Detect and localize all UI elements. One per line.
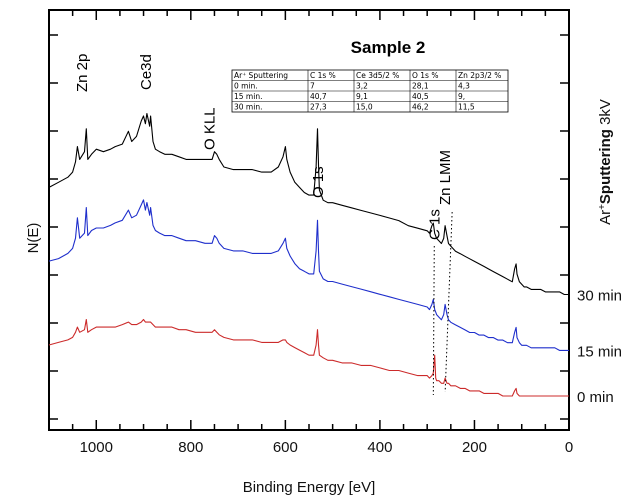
- series-labels: 30 min 15 min 0 min: [577, 288, 622, 407]
- series-layer: [48, 112, 569, 397]
- table-header-cell: Ce 3d5/2 %: [356, 71, 399, 80]
- axis-ticks: [48, 10, 570, 430]
- x-tick-label: 0: [565, 439, 573, 456]
- sputtering-label: Ar+Sputtering 3kV: [597, 99, 614, 225]
- x-tick-label: 1000: [80, 439, 113, 456]
- series-label: 30 min: [577, 288, 622, 305]
- table-header-cell: Ar⁺ Sputtering: [234, 71, 288, 80]
- series-label: 0 min: [577, 389, 614, 406]
- table-cell: 15,0: [356, 103, 373, 112]
- sputtering-label-sup: +: [597, 204, 608, 210]
- table-cell: 0 min.: [234, 82, 258, 91]
- table-cell: 9,: [458, 92, 465, 101]
- y-axis-label: N(E): [25, 223, 42, 254]
- table-cell: 40,7: [310, 92, 327, 101]
- table-cell: 46,2: [412, 103, 429, 112]
- table-header-cell: C 1s %: [310, 71, 336, 80]
- table-cell: 30 min.: [234, 103, 262, 112]
- x-axis-label: Binding Energy [eV]: [243, 479, 376, 496]
- x-tick-label: 200: [462, 439, 487, 456]
- series-line-15-min: [48, 199, 569, 351]
- znlmm-guide: [444, 211, 453, 393]
- c1s-guide: [432, 245, 435, 396]
- table-cell: 9,1: [356, 92, 368, 101]
- x-tick-labels: 1000 800 600 400 200 0: [80, 439, 574, 456]
- peak-labels: Zn 2p Ce3d O KLL O 1s C 1s Zn LMM: [74, 54, 454, 396]
- table-cell: 28,1: [412, 82, 429, 91]
- chart-title: Sample 2: [351, 38, 426, 57]
- peak-label: C 1s: [426, 209, 443, 240]
- series-label: 15 min: [577, 343, 622, 360]
- sputtering-label-bold: Sputtering: [597, 129, 614, 204]
- series-line-30-min: [48, 112, 569, 296]
- table-cell: 40,5: [412, 92, 429, 101]
- table-cell: 15 min.: [234, 92, 262, 101]
- table-cell: 11,5: [458, 103, 475, 112]
- peak-label: O 1s: [310, 166, 327, 198]
- peak-label: Ce3d: [138, 54, 155, 90]
- composition-table: Ar⁺ Sputtering C 1s % Ce 3d5/2 % O 1s % Zn 2…: [231, 69, 509, 113]
- table-cell: 3,2: [356, 82, 368, 91]
- peak-label: Zn 2p: [74, 54, 91, 92]
- sputtering-label-ar: Ar: [597, 210, 614, 225]
- table-cell: 27,3: [310, 103, 327, 112]
- sputtering-label-voltage: 3kV: [597, 99, 614, 129]
- table-header-cell: Zn 2p3/2 %: [458, 71, 501, 80]
- table-cell: 4,3: [458, 82, 470, 91]
- x-tick-label: 800: [178, 439, 203, 456]
- peak-label: Zn LMM: [437, 150, 454, 205]
- x-tick-label: 400: [367, 439, 392, 456]
- peak-label: O KLL: [202, 107, 219, 150]
- series-line-0-min: [48, 318, 569, 397]
- x-tick-label: 600: [273, 439, 298, 456]
- table-cell: 7: [310, 82, 315, 91]
- table-header-cell: O 1s %: [412, 71, 438, 80]
